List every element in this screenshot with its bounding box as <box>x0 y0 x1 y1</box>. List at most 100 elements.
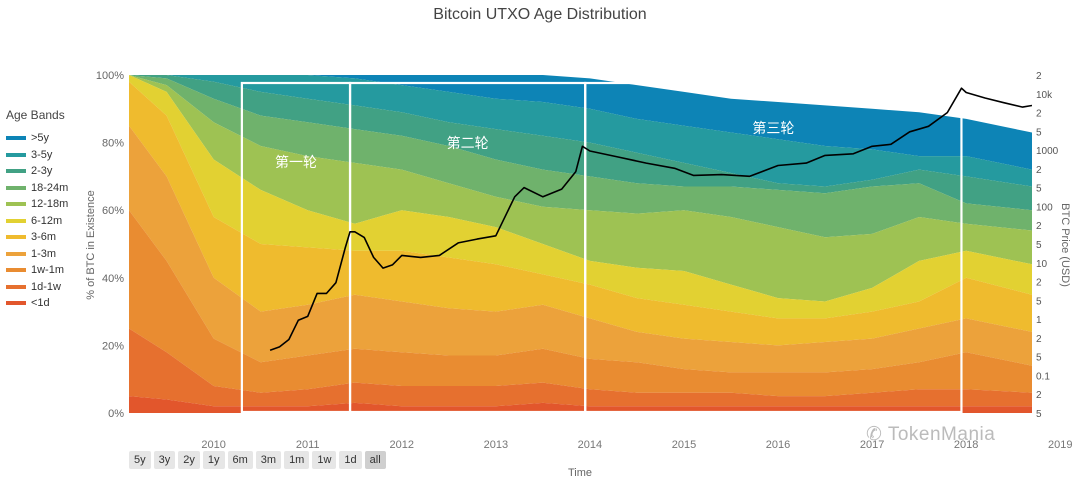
range-button-3y[interactable]: 3y <box>153 451 176 469</box>
legend-swatch <box>6 218 26 223</box>
x-tick-label: 2018 <box>954 439 978 451</box>
y-tick-label: 80% <box>102 138 124 150</box>
right-tick-label: 1000 <box>1036 146 1059 157</box>
legend-item[interactable]: 3-5y <box>6 147 68 164</box>
range-selector: 5y 3y 2y 1y 6m 3m 1m 1w 1d all <box>129 451 386 469</box>
legend-swatch <box>6 235 26 240</box>
x-tick-label: 2012 <box>390 439 414 451</box>
right-tick-label: 2 <box>1036 165 1042 176</box>
x-tick-label: 2019 <box>1048 439 1072 451</box>
legend-label: 3-6m <box>31 231 57 244</box>
age-band-areas <box>129 75 1032 413</box>
y-tick-label: 40% <box>102 273 124 285</box>
legend-item[interactable]: 2-3y <box>6 163 68 180</box>
legend-title: Age Bands <box>6 108 65 122</box>
legend-item[interactable]: 18-24m <box>6 180 68 197</box>
legend-swatch <box>6 136 26 141</box>
y-tick-label: 60% <box>102 205 124 217</box>
cycle-label: 第三轮 <box>752 120 794 136</box>
range-button-1d[interactable]: 1d <box>339 451 362 469</box>
right-tick-label: 5 <box>1036 409 1042 420</box>
right-tick-label: 2 <box>1036 334 1042 345</box>
band-1824m <box>129 75 1032 238</box>
range-button-1y[interactable]: 1y <box>202 451 225 469</box>
band-5y <box>129 75 1032 170</box>
x-tick-label: 2010 <box>201 439 225 451</box>
legend-item[interactable]: 1d-1w <box>6 279 68 296</box>
right-tick-label: 10 <box>1036 259 1048 270</box>
band-13m <box>129 125 1032 373</box>
legend-swatch <box>6 202 26 207</box>
y-axis-right: 5 2 0.1 5 2 1 5 2 10 5 2 100 5 2 1000 5 2 10k 2 <box>1036 71 1059 420</box>
range-button-3m[interactable]: 3m <box>255 451 282 469</box>
cycle-box <box>584 81 963 414</box>
range-button-6m[interactable]: 6m <box>227 451 253 469</box>
range-button-1w[interactable]: 1w <box>312 451 337 469</box>
legend-items: >5y 3-5y 2-3y 18-24m 12-18m 6-12m 3-6m 1-3m 1w-1… <box>6 130 68 312</box>
right-tick-label: 5 <box>1036 184 1042 195</box>
legend-swatch <box>6 301 26 306</box>
x-tick-label: 2013 <box>484 439 508 451</box>
y-tick-label: 100% <box>96 70 124 82</box>
legend-swatch <box>6 268 26 273</box>
legend-item[interactable]: 3-6m <box>6 229 68 246</box>
legend-item[interactable]: 6-12m <box>6 213 68 230</box>
legend-label: >5y <box>31 132 50 145</box>
cycle-boxes: 第一轮 第二轮 第三轮 <box>240 81 963 414</box>
legend-label: 18-24m <box>31 181 69 194</box>
legend-swatch <box>6 284 26 289</box>
legend-swatch <box>6 152 26 157</box>
legend-label: 2-3y <box>31 165 53 178</box>
btc-price-line <box>269 87 1032 351</box>
right-tick-label: 5 <box>1036 240 1042 251</box>
legend-item[interactable]: 1w-1m <box>6 262 68 279</box>
right-tick-label: 5 <box>1036 296 1042 307</box>
x-tick-label: 2016 <box>766 439 790 451</box>
range-button-2y[interactable]: 2y <box>178 451 200 469</box>
band-612m <box>129 75 1032 319</box>
legend-label: 3-5y <box>31 148 53 161</box>
legend-item[interactable]: >5y <box>6 130 68 147</box>
y-axis-right-title: BTC Price (USD) <box>1059 203 1071 287</box>
legend-label: <1d <box>31 297 50 310</box>
band-1218m <box>129 75 1032 302</box>
x-tick-label: 2017 <box>860 439 884 451</box>
band-1d1w <box>129 328 1032 407</box>
x-tick-label: 2011 <box>296 439 320 451</box>
right-tick-label: 2 <box>1036 278 1042 289</box>
band-23y <box>129 75 1032 211</box>
legend-item[interactable]: <1d <box>6 295 68 312</box>
right-tick-label: 1 <box>1036 315 1042 326</box>
legend-swatch <box>6 185 26 190</box>
band-1w1m <box>129 210 1032 397</box>
legend-label: 6-12m <box>31 214 63 227</box>
legend-item[interactable]: 12-18m <box>6 196 68 213</box>
right-tick-label: 2 <box>1036 221 1042 232</box>
right-tick-label: 2 <box>1036 390 1042 401</box>
legend-item[interactable]: 1-3m <box>6 246 68 263</box>
legend-label: 1-3m <box>31 247 57 260</box>
wechat-icon: ✆ <box>866 424 883 445</box>
legend-swatch <box>6 169 26 174</box>
cycle-label: 第一轮 <box>275 154 317 170</box>
y-axis-left: 0% 20% 40% 60% 80% 100% <box>96 70 124 420</box>
x-tick-label: 2014 <box>578 439 602 451</box>
right-tick-label: 0.1 <box>1036 371 1050 382</box>
right-tick-label: 5 <box>1036 353 1042 364</box>
watermark-text: TokenMania <box>887 424 996 445</box>
range-button-all[interactable]: all <box>364 451 386 469</box>
right-tick-label: 5 <box>1036 127 1042 138</box>
legend-label: 12-18m <box>31 198 69 211</box>
legend-swatch <box>6 251 26 256</box>
x-axis-title: Time <box>568 467 592 479</box>
range-button-1m[interactable]: 1m <box>284 451 310 469</box>
watermark: ✆ TokenMania <box>866 423 995 446</box>
range-button-5y[interactable]: 5y <box>129 451 151 469</box>
x-tick-label: 2015 <box>672 439 696 451</box>
band-36m <box>129 81 1032 346</box>
legend: Age Bands >5y 3-5y 2-3y 18-24m 12-18m 6-12m 3-… <box>6 108 68 312</box>
chart-title: Bitcoin UTXO Age Distribution <box>433 6 647 23</box>
right-tick-label: 2 <box>1036 71 1042 82</box>
right-tick-label: 100 <box>1036 202 1053 213</box>
